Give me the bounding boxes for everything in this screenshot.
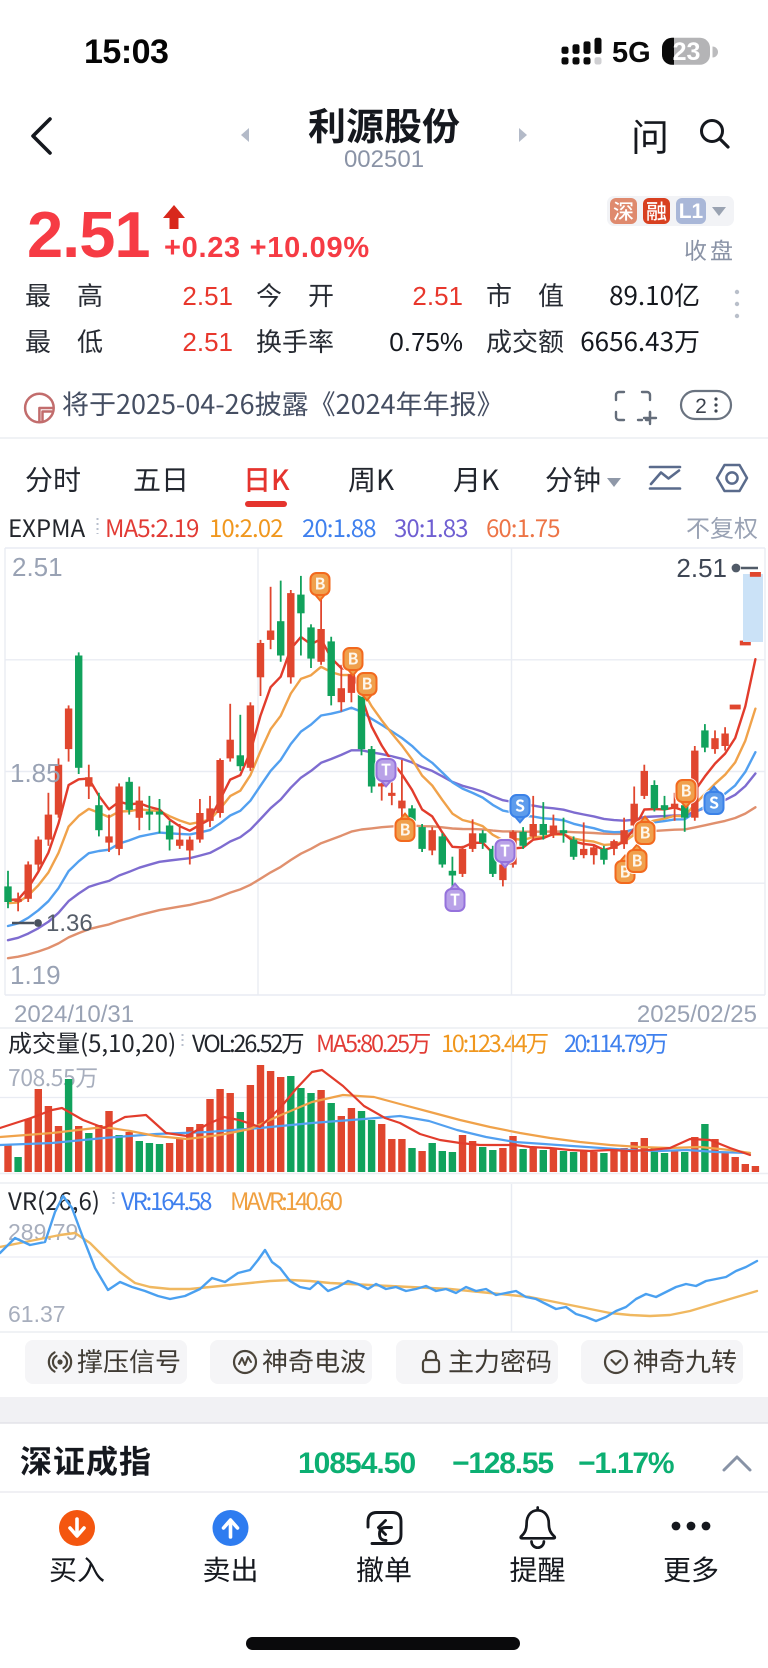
svg-text:2.51: 2.51 xyxy=(182,281,233,311)
svg-text:2.51: 2.51 xyxy=(676,553,727,583)
svg-text:15:03: 15:03 xyxy=(84,33,168,71)
svg-text:L1: L1 xyxy=(679,200,704,223)
svg-text:1.19: 1.19 xyxy=(10,960,61,990)
svg-text:−128.55: −128.55 xyxy=(452,1447,553,1480)
svg-text:2025/02/25: 2025/02/25 xyxy=(637,1001,757,1028)
svg-text:61.37: 61.37 xyxy=(8,1301,66,1327)
svg-text:289.79: 289.79 xyxy=(8,1219,78,1245)
svg-text:2024/10/31: 2024/10/31 xyxy=(14,1001,134,1028)
svg-text:23: 23 xyxy=(673,38,701,66)
svg-text:−1.17%: −1.17% xyxy=(578,1447,674,1480)
svg-text:2.51: 2.51 xyxy=(12,552,63,582)
svg-text:+0.23 +10.09%: +0.23 +10.09% xyxy=(164,232,370,264)
svg-text:2: 2 xyxy=(695,395,707,418)
svg-text:002501: 002501 xyxy=(344,146,424,173)
svg-text:2.51: 2.51 xyxy=(412,281,463,311)
svg-text:10854.50: 10854.50 xyxy=(298,1447,415,1480)
svg-text:1.85: 1.85 xyxy=(10,758,61,788)
svg-text:1.36: 1.36 xyxy=(46,910,93,937)
svg-text:2.51: 2.51 xyxy=(182,327,233,357)
svg-text:5G: 5G xyxy=(612,37,651,69)
svg-text:0.75%: 0.75% xyxy=(389,327,463,357)
svg-text:2.51: 2.51 xyxy=(27,198,150,271)
